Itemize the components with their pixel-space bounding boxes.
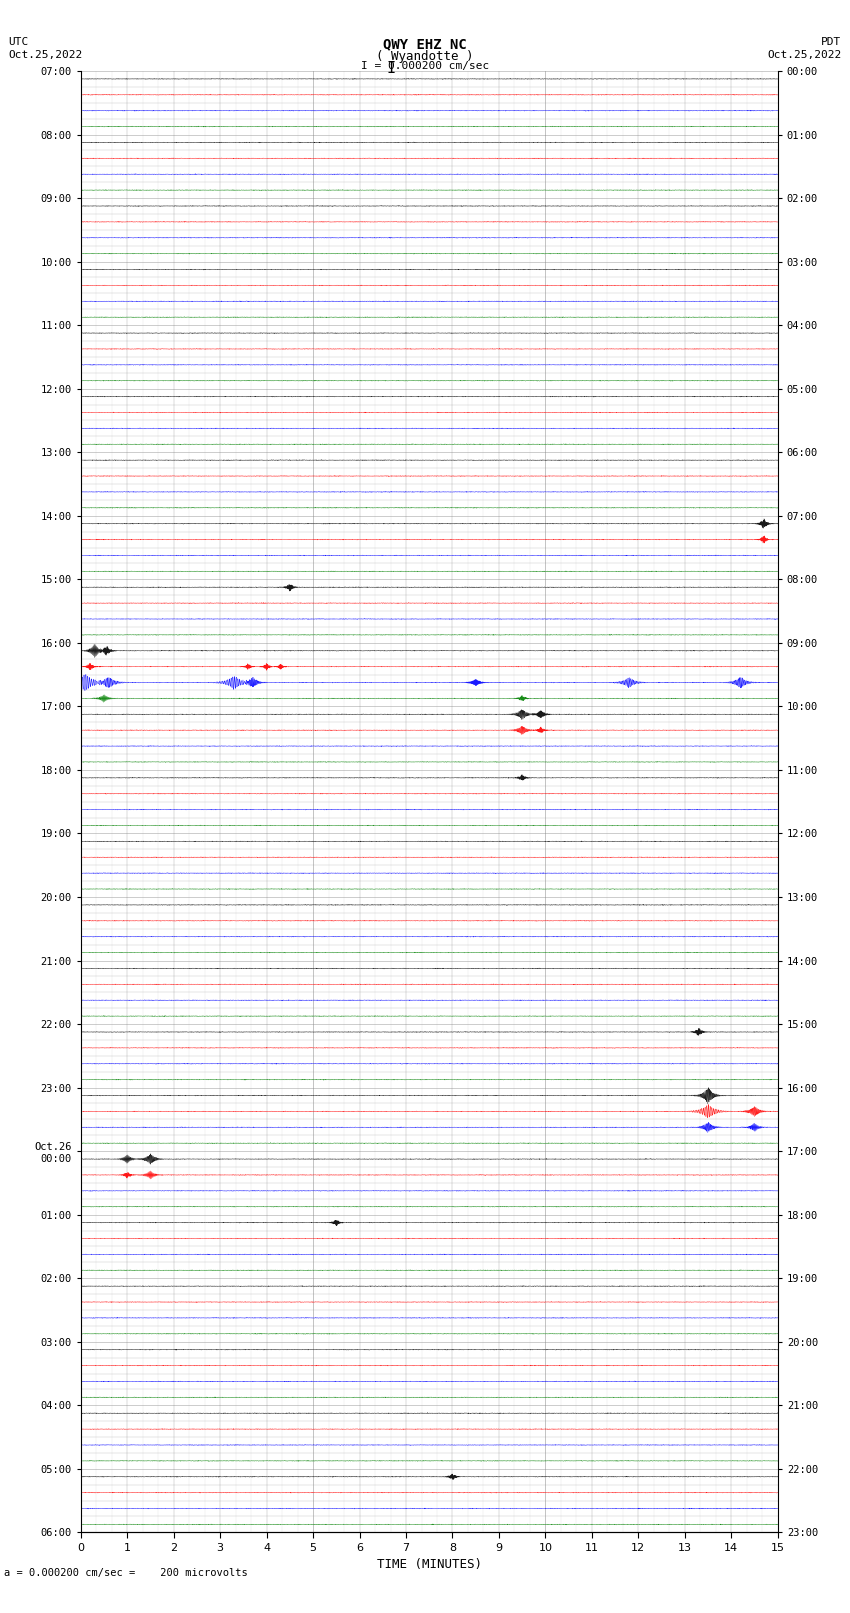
Text: a = 0.000200 cm/sec =    200 microvolts: a = 0.000200 cm/sec = 200 microvolts [4,1568,248,1578]
Text: UTC: UTC [8,37,29,47]
Text: PDT: PDT [821,37,842,47]
Text: Oct.25,2022: Oct.25,2022 [768,50,842,60]
Text: Oct.25,2022: Oct.25,2022 [8,50,82,60]
Text: ( Wyandotte ): ( Wyandotte ) [377,50,473,63]
Text: I: I [387,61,395,76]
Text: QWY EHZ NC: QWY EHZ NC [383,37,467,52]
Text: I = 0.000200 cm/sec: I = 0.000200 cm/sec [361,61,489,71]
X-axis label: TIME (MINUTES): TIME (MINUTES) [377,1558,482,1571]
